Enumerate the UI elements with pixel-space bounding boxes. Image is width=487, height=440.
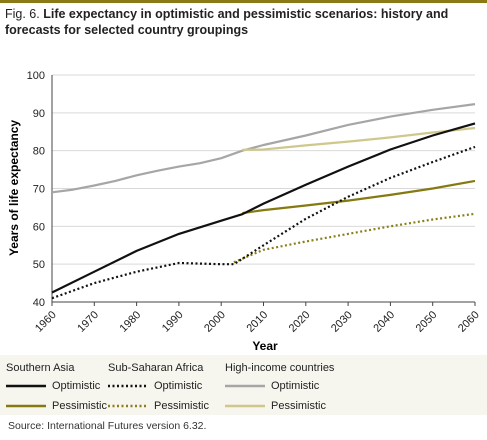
legend-item-label: Optimistic [52,380,101,392]
legend-item-high-income-pessimistic: Pessimistic [225,396,334,416]
legend-group-title: High-income countries [225,362,335,374]
figure-title-text: Life expectancy in optimistic and pessim… [5,7,449,37]
y-axis-label: Years of life expectancy [7,120,21,256]
legend-item-southern-asia-pessimistic: Pessimistic [6,396,107,416]
tick-labels: 40 50 60 70 80 90 100 1960 1970 1980 1990 2000 2010 2… [27,70,482,335]
x-tick-label: 2000 [202,309,228,335]
y-tick-label: 100 [27,70,45,82]
x-tick-label: 2020 [287,309,313,335]
x-tick-label: 2060 [456,309,482,335]
legend-group-sub-saharan-africa: Sub-Saharan Africa Optimistic Pessimisti… [108,360,209,416]
legend-swatch [108,384,148,388]
figure-title: Fig. 6. Life expectancy in optimistic an… [5,6,483,38]
life-expectancy-chart: 40 50 60 70 80 90 100 1960 1970 1980 1990 2000 2010 2… [7,70,482,353]
legend-group-title: Southern Asia [6,362,75,374]
x-tick-label: 2050 [414,309,440,335]
y-tick-label: 40 [33,297,45,309]
y-tick-label: 80 [33,146,45,158]
legend-item-label: Pessimistic [154,400,210,412]
legend-item-high-income-optimistic: Optimistic [225,376,334,396]
x-axis-label: Year [252,339,278,353]
legend-item-label: Pessimistic [52,400,108,412]
series-lines [51,103,476,300]
axes [51,75,476,306]
x-tick-label: 2010 [244,309,270,335]
x-tick-label: 1990 [160,309,186,335]
figure-label: Fig. 6. [5,7,40,21]
series-line-southern-asia-optimistic [51,122,476,294]
legend-swatch [108,404,148,408]
legend-swatch [225,404,265,408]
legend-item-ssa-optimistic: Optimistic [108,376,209,396]
series-line-high-income-countries-optimistic [51,103,476,194]
series-line-southern-asia-pessimistic [242,179,476,215]
x-tick-label: 1980 [118,309,144,335]
series-line-sub-saharan-africa-pessimistic [233,212,476,264]
series-line-sub-saharan-africa-optimistic [51,145,476,300]
x-tick-label: 1960 [33,309,59,335]
legend-item-label: Optimistic [271,380,320,392]
legend-swatch [6,404,46,408]
legend-group-title: Sub-Saharan Africa [108,362,204,374]
grid-lines [52,74,475,265]
legend-item-label: Optimistic [154,380,203,392]
legend-swatch [6,384,46,388]
y-tick-label: 70 [33,184,45,196]
legend-group-southern-asia: Southern Asia Optimistic Pessimistic [6,360,107,416]
top-rule [0,0,487,3]
y-tick-label: 50 [33,259,45,271]
series-line-high-income-countries-pessimistic [242,126,476,151]
legend-swatch [225,384,265,388]
legend-group-high-income: High-income countries Optimistic Pessimi… [225,360,334,416]
legend-item-ssa-pessimistic: Pessimistic [108,396,209,416]
x-tick-label: 2030 [329,309,355,335]
source-note: Source: International Futures version 6.… [8,420,207,432]
x-tick-label: 1970 [75,309,101,335]
legend-item-southern-asia-optimistic: Optimistic [6,376,107,396]
x-tick-label: 2040 [371,309,397,335]
legend-item-label: Pessimistic [271,400,327,412]
y-tick-label: 90 [33,108,45,120]
y-tick-label: 60 [33,221,45,233]
